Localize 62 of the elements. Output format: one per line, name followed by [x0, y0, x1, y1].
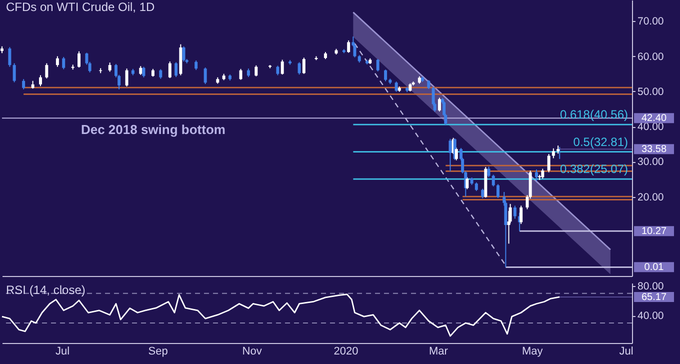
x-tick-label: 2020: [334, 346, 358, 358]
candlestick: [541, 168, 544, 180]
candlestick: [520, 205, 523, 224]
chart-title: RSI (14, close): [6, 283, 86, 297]
candlestick: [56, 56, 59, 68]
candlestick: [62, 56, 66, 70]
candlestick: [239, 68, 242, 80]
candlestick: [302, 57, 306, 74]
candlestick: [254, 64, 258, 77]
y-tick-label: 20.00: [638, 191, 664, 204]
candlestick: [496, 184, 500, 198]
candlestick: [552, 148, 555, 159]
candlestick: [108, 62, 112, 72]
candlestick: [394, 81, 398, 92]
y-tick-label: 80.00: [638, 280, 664, 292]
candlestick: [78, 50, 81, 68]
candlestick: [535, 168, 538, 182]
y-tick-label: 70.00: [638, 16, 664, 28]
candlestick: [125, 68, 128, 87]
candlestick: [22, 78, 26, 90]
candlestick: [384, 69, 388, 82]
annotation: Dec 2018 swing bottom: [80, 122, 226, 138]
candlestick: [276, 65, 280, 76]
candlestick: [142, 66, 146, 78]
annotation: 10.27: [641, 226, 667, 238]
y-tick-label: 40.00: [638, 310, 664, 322]
y-tick-label: 50.00: [638, 86, 664, 98]
candlestick: [39, 74, 42, 87]
annotation: 33.58: [641, 144, 667, 156]
candlestick: [280, 59, 284, 76]
candlestick: [204, 67, 207, 85]
candlestick: [481, 188, 484, 199]
candlestick: [174, 62, 178, 78]
candlestick: [487, 166, 490, 178]
candlestick: [438, 97, 441, 112]
annotation: 65.17: [641, 292, 667, 303]
y-tick-label: 60.00: [638, 50, 664, 63]
candlestick: [182, 46, 186, 62]
candlestick: [376, 58, 380, 72]
candlestick: [194, 60, 198, 70]
x-tick-label: Mar: [428, 346, 448, 358]
series-label: 0.5(32.81): [573, 134, 628, 149]
candlestick: [513, 205, 516, 220]
y-tick-label: 30.00: [638, 156, 664, 168]
chart-title: CFDs on WTI Crude Oil, 1D: [6, 0, 156, 14]
candlestick: [159, 68, 162, 80]
candlestick: [12, 62, 16, 83]
x-tick-label: Jul: [56, 346, 70, 358]
x-tick-label: Nov: [242, 346, 262, 358]
candlestick: [492, 174, 495, 187]
candlestick: [298, 62, 301, 76]
candlestick: [547, 153, 550, 173]
candlestick: [45, 62, 48, 79]
x-tick-label: Jul: [619, 346, 634, 358]
candlestick: [466, 176, 469, 190]
candlestick: [8, 46, 12, 68]
annotation: 0.01: [644, 262, 664, 274]
candlestick: [347, 40, 350, 54]
candlestick: [448, 138, 452, 172]
x-tick-label: May: [522, 346, 544, 358]
candlestick: [168, 61, 172, 79]
x-tick-label: Sep: [148, 346, 168, 358]
